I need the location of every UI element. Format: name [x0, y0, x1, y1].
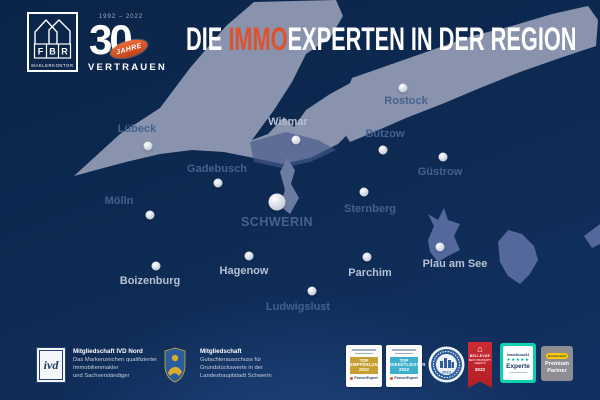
fbr-logo: F B R MAKLERKONTOR — [27, 12, 78, 72]
city-label-buetzow: Bützow — [365, 128, 405, 140]
city-label-schwerin: SCHWERIN — [240, 215, 314, 229]
city-dot-moelln — [145, 210, 155, 220]
membership-line: und Sachverständiger — [73, 373, 130, 379]
anniversary-badge: 1992 – 2022 30 JAHRE VERTRAUEN — [86, 14, 165, 76]
house-gable-right-icon — [48, 19, 71, 44]
award-label-block: TOP DIENSTLEISTER 2022 — [390, 356, 425, 375]
membership-ivd-nord: Mitgliedschaft IVD Nord Das Markenzeiche… — [73, 348, 169, 380]
city-label-wismar: Wismar — [268, 116, 308, 128]
membership-title: Mitgliedschaft — [200, 348, 242, 355]
city-dot-luebeck — [143, 141, 153, 151]
city-label-rostock: Rostock — [384, 95, 428, 107]
micro-text-bar — [509, 371, 527, 374]
city-dot-hagenow — [244, 251, 254, 261]
provenexpert-logo-icon — [390, 376, 394, 380]
micro-text-bar — [352, 349, 376, 351]
anniversary-badge-word: JAHRE — [115, 42, 143, 56]
city-label-hagenow: Hagenow — [219, 265, 269, 277]
ivd-logo: ivd — [36, 347, 66, 383]
city-dot-gadebusch — [213, 178, 223, 188]
immoscout-logo-pill: ImmoScout24 — [545, 353, 569, 359]
landmass-west-coast — [74, 0, 380, 176]
membership-line: Das Markenzeichen qualifizierter — [73, 357, 158, 363]
ivd-logo-text: ivd — [43, 357, 59, 372]
membership-line: Immobilienmakler — [73, 365, 119, 371]
title-suffix: EXPERTEN IN DER REGION — [287, 21, 577, 57]
award-city-seal: 2022 — [428, 346, 465, 383]
city-dot-guestrow — [438, 152, 448, 162]
city-label-ludwigslust: Ludwigslust — [265, 301, 331, 313]
anniversary-caption: VERTRAUEN — [88, 62, 167, 73]
award-provenexpert-top-dienstleister: TOP DIENSTLEISTER 2022 ProvenExpert — [386, 345, 425, 387]
award-immoscout-experte: ImmoScout24 ★★★★★ Experte — [500, 343, 536, 383]
star-rating-icon: ★★★★★ — [506, 356, 530, 362]
lake-edge-east — [584, 224, 600, 248]
provenexpert-logo-icon — [350, 376, 354, 380]
city-dot-rostock — [398, 83, 408, 93]
lake-mueritz — [498, 230, 538, 284]
provenexpert-brand: ProvenExpert — [390, 376, 418, 380]
seal-ring-text — [433, 351, 460, 378]
membership-title: Mitgliedschaft IVD Nord — [73, 348, 143, 355]
membership-gutachterausschuss: Mitgliedschaft Gutachterausschuss für Gr… — [200, 348, 310, 380]
membership-line: Grundstückswerte in der — [200, 365, 263, 371]
city-label-gadebusch: Gadebusch — [187, 163, 247, 175]
fbr-letter-row — [33, 43, 72, 59]
title-prefix: DIE — [186, 21, 229, 57]
fbr-letter-f: F — [38, 47, 44, 57]
lake-plauer-see — [428, 208, 460, 262]
fbr-letter-r: R — [61, 47, 68, 57]
immoscout-card: ImmoScout24 ★★★★★ Experte — [503, 346, 533, 380]
city-dot-buetzow — [378, 145, 388, 155]
fbr-logo-frame — [27, 12, 78, 72]
award-label-block: TOP EMPFEHLUNG 2022 — [350, 356, 381, 375]
city-label-parchim: Parchim — [348, 267, 392, 279]
award-bellevue: ⌂ BELLEVUE BEST PROPERTY AGENTS 2022 — [468, 342, 492, 388]
city-dot-parchim — [362, 252, 372, 262]
fbr-letter-b: B — [49, 47, 56, 57]
city-dot-sternberg — [359, 187, 369, 197]
award-immoscout-premium-partner: ImmoScout24 Premium Partner — [541, 346, 573, 381]
seal-year: 2022 — [442, 370, 452, 375]
city-dot-wismar — [291, 135, 301, 145]
house-gable-left-icon — [34, 18, 58, 44]
city-dot-schwerin — [268, 193, 286, 211]
city-label-sternberg: Sternberg — [344, 203, 396, 215]
city-dot-ludwigslust — [307, 286, 317, 296]
micro-text-bar — [355, 352, 373, 354]
membership-line: Landeshauptstadt Schwerin — [200, 373, 272, 379]
provenexpert-brand: ProvenExpert — [350, 376, 378, 380]
city-dot-plau-am-see — [435, 242, 445, 252]
award-provenexpert-top-empfehlung: TOP EMPFEHLUNG 2022 ProvenExpert — [346, 345, 382, 387]
landmass-east-coast — [336, 6, 598, 142]
city-label-plau-am-see: Plau am See — [422, 258, 488, 270]
membership-line: Gutachterausschuss für — [200, 357, 262, 363]
page-title: DIE IMMOEXPERTEN IN DER REGION — [186, 22, 577, 56]
city-dot-boizenburg — [151, 261, 161, 271]
house-icon: ⌂ — [477, 344, 483, 354]
city-label-guestrow: Güstrow — [417, 166, 463, 178]
city-label-moelln: Mölln — [104, 195, 134, 207]
anniversary-years: 1992 – 2022 — [98, 14, 144, 20]
seal-buildings-icon — [440, 358, 454, 368]
micro-text-bar — [395, 352, 413, 354]
title-highlight: IMMO — [228, 21, 288, 57]
micro-text-bar — [392, 349, 416, 351]
fbr-subtitle: MAKLERKONTOR — [31, 63, 73, 68]
city-label-luebeck: Lübeck — [117, 123, 157, 135]
inland-shade — [250, 132, 336, 168]
city-label-boizenburg: Boizenburg — [119, 275, 181, 287]
schwerin-coat-of-arms-icon — [164, 347, 186, 383]
